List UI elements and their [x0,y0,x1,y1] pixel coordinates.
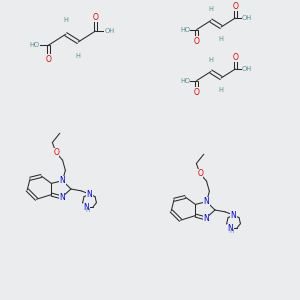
Text: H: H [85,208,89,213]
Text: N: N [60,176,65,185]
Text: O: O [46,55,52,64]
Text: OH: OH [242,66,252,72]
Text: O: O [53,148,59,157]
Text: N: N [87,190,92,199]
Text: H: H [63,17,68,23]
Text: N: N [84,203,89,212]
Text: OH: OH [104,28,115,34]
Text: O: O [232,2,238,11]
Text: O: O [232,53,238,62]
Text: O: O [194,37,200,46]
Text: O: O [92,13,98,22]
Text: N: N [228,224,233,233]
Text: HO: HO [180,27,190,33]
Text: H: H [208,57,213,63]
Text: H: H [76,53,81,59]
Text: H: H [219,36,224,42]
Text: H: H [229,229,233,234]
Text: N: N [231,211,236,220]
Text: HO: HO [29,42,40,48]
Text: N: N [204,197,209,206]
Text: N: N [59,193,64,202]
Text: H: H [208,6,213,12]
Text: HO: HO [180,78,190,84]
Text: OH: OH [242,15,252,21]
Text: H: H [219,87,224,93]
Text: O: O [197,169,203,178]
Text: O: O [194,88,200,97]
Text: N: N [203,214,208,223]
